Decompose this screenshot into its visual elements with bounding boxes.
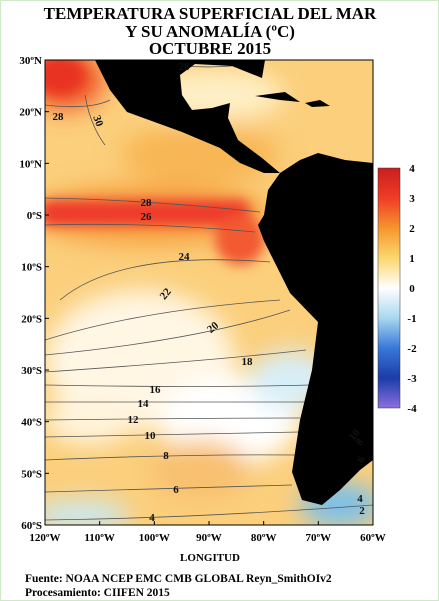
contour-label: 10 xyxy=(145,430,157,442)
lon-label: 90ºW xyxy=(196,532,222,544)
contour-label: 28 xyxy=(179,61,191,73)
lat-label: 40ºS xyxy=(21,417,42,429)
colorbar-label: 4 xyxy=(409,163,415,175)
source-line: Procesamiento: CIIFEN 2015 xyxy=(25,587,170,599)
colorbar-label: 3 xyxy=(409,193,415,205)
colorbar-label: -3 xyxy=(407,373,417,385)
lat-label: 50ºS xyxy=(21,468,42,480)
lat-label: 10ºN xyxy=(19,158,42,170)
contour-label: 4 xyxy=(357,493,363,505)
lat-label: 20ºS xyxy=(21,313,42,325)
colorbar-label: -4 xyxy=(407,403,417,415)
contour-label: 8 xyxy=(163,450,169,462)
contour-label: 6 xyxy=(173,484,179,496)
colorbar-label: 0 xyxy=(409,283,415,295)
contour-label: 14 xyxy=(138,398,150,410)
colorbar-label: -2 xyxy=(407,343,417,355)
contour-label: 2 xyxy=(359,505,365,517)
title-line: OCTUBRE 2015 xyxy=(149,39,271,58)
lon-label: 100ºW xyxy=(139,532,170,544)
lat-label: 20ºN xyxy=(19,107,42,119)
lat-label: 0ºS xyxy=(27,210,42,222)
contour-label: 26 xyxy=(141,211,153,223)
title-line: Y SU ANOMALÍA (ºC) xyxy=(125,22,295,41)
source-line: Fuente: NOAA NCEP EMC CMB GLOBAL Reyn_Sm… xyxy=(25,573,332,585)
contour-label: 16 xyxy=(150,384,162,396)
lon-label: 110ºW xyxy=(84,532,115,544)
title-line: TEMPERATURA SUPERFICIAL DEL MAR xyxy=(44,4,377,23)
lat-label: 30ºN xyxy=(19,55,42,67)
colorbar-label: -1 xyxy=(407,313,416,325)
contour-label: 6 xyxy=(355,454,368,465)
lat-label: 30ºS xyxy=(21,365,42,377)
contour-label: 30 xyxy=(90,114,105,129)
land xyxy=(95,60,373,505)
lat-label: 60ºS xyxy=(21,520,42,532)
contour-label: 28 xyxy=(53,111,65,123)
x-axis-label: LONGITUD xyxy=(180,552,240,564)
contour-label: 18 xyxy=(242,356,254,368)
colorbar-label: 2 xyxy=(409,223,415,235)
lon-label: 120ºW xyxy=(29,532,60,544)
colorbar xyxy=(377,167,401,409)
lon-label: 60ºW xyxy=(360,532,386,544)
sst-field xyxy=(45,60,373,525)
lat-label: 10ºS xyxy=(21,262,42,274)
contour-label: 28 xyxy=(141,197,153,209)
colorbar-label: 1 xyxy=(409,253,415,265)
lon-label: 70ºW xyxy=(306,532,332,544)
title-block: TEMPERATURA SUPERFICIAL DEL MAR Y SU ANO… xyxy=(44,4,377,58)
contour-label: 4 xyxy=(149,512,155,524)
contour-label: 12 xyxy=(128,414,140,426)
contour-label: 24 xyxy=(179,251,191,263)
lon-label: 80ºW xyxy=(251,532,277,544)
